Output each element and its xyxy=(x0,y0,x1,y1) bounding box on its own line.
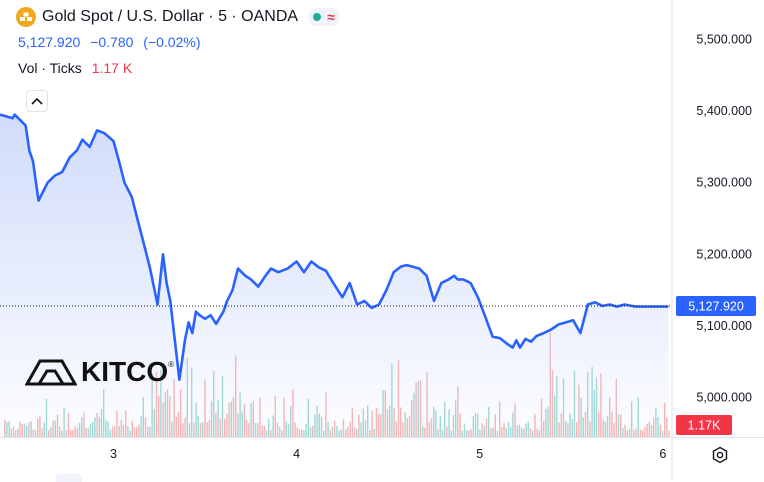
hexagon-settings-icon xyxy=(712,446,728,464)
collapse-legend-button[interactable] xyxy=(26,90,48,112)
volume-tag-label: 1.17K xyxy=(688,419,721,433)
volume-label: Vol · Ticks xyxy=(18,60,82,76)
y-tick-label: 5,000.000 xyxy=(696,391,752,405)
volume-tag-bg xyxy=(676,415,732,435)
y-tick-label: 5,400.000 xyxy=(696,104,752,118)
last-price: 5,127.920 xyxy=(18,34,81,50)
chevron-up-icon xyxy=(31,97,43,105)
price-line xyxy=(0,113,669,381)
volume-row[interactable]: Vol · Ticks 1.17 K xyxy=(18,60,132,76)
price-row: 5,127.920 −0.780 (−0.02%) xyxy=(18,34,207,50)
kitco-logo: KITCO ® xyxy=(25,356,174,388)
y-tick-label: 5,200.000 xyxy=(696,247,752,261)
registered-mark: ® xyxy=(168,360,175,369)
price-change: −0.780 xyxy=(90,34,134,50)
last-price-tag-bg xyxy=(676,295,756,316)
delayed-wave-icon: ≈ xyxy=(327,9,335,25)
price-change-pct: (−0.02%) xyxy=(143,34,201,50)
symbol-title[interactable]: Gold Spot / U.S. Dollar · 5 · OANDA xyxy=(42,8,299,25)
y-tick-label: 5,300.000 xyxy=(696,176,752,190)
title-row[interactable]: Gold Spot / U.S. Dollar · 5 · OANDA ≈ xyxy=(16,6,340,28)
y-tick-label: 5,100.000 xyxy=(696,319,752,333)
legend: Gold Spot / U.S. Dollar · 5 · OANDA ≈ 5,… xyxy=(0,0,420,84)
volume-value: 1.17 K xyxy=(91,60,133,76)
x-tick-label: 4 xyxy=(293,447,300,461)
y-tick-label: 5,500.000 xyxy=(696,32,752,46)
timeframe-tab[interactable] xyxy=(56,474,82,482)
kitco-logo-text: KITCO xyxy=(81,356,169,387)
market-open-dot-icon xyxy=(313,13,322,21)
last-price-tag: 5,127.920 xyxy=(676,295,756,316)
x-tick-label: 5 xyxy=(476,447,483,461)
chart-settings-button[interactable] xyxy=(708,444,732,466)
volume-tag: 1.17K xyxy=(676,415,732,435)
market-status[interactable]: ≈ xyxy=(308,8,340,26)
volume-bar xyxy=(668,430,670,437)
x-tick-label: 6 xyxy=(659,447,666,461)
last-price-tag-label: 5,127.920 xyxy=(688,299,744,313)
gold-bars-icon xyxy=(16,7,36,27)
x-tick-label: 3 xyxy=(110,447,117,461)
price-area xyxy=(0,114,669,437)
kitco-logo-icon xyxy=(25,359,77,386)
